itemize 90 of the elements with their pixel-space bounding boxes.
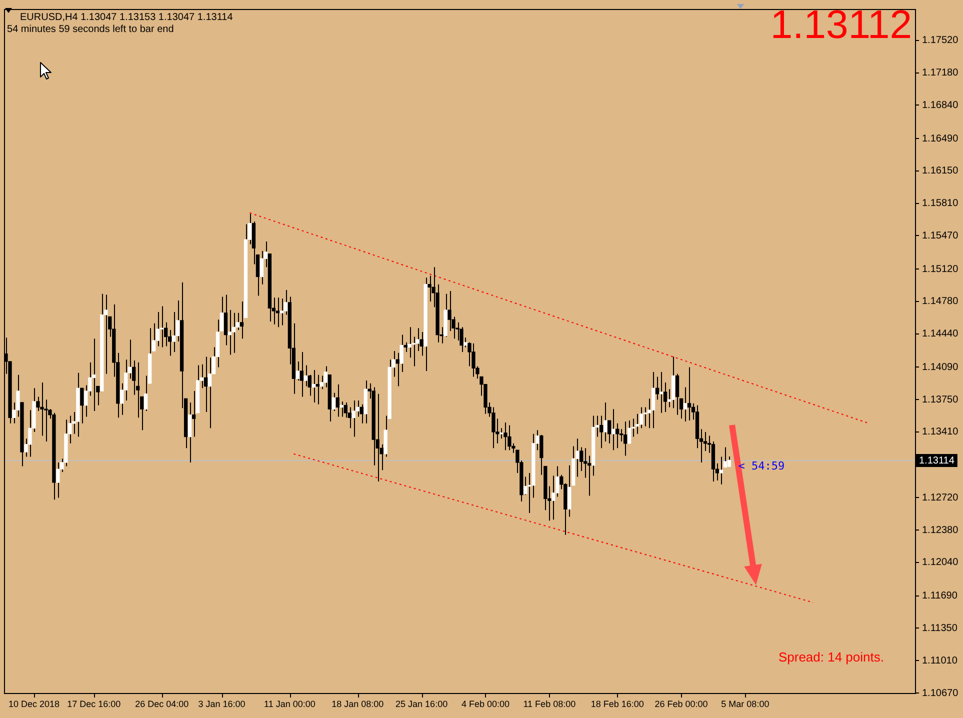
candlestick — [192, 390, 196, 438]
annotation: < 54:59 — [738, 459, 785, 472]
y-tick-label: 1.11350 — [922, 622, 958, 634]
candlestick — [172, 311, 176, 352]
y-tick-label: 1.15470 — [922, 230, 959, 242]
y-tick-label: 1.13750 — [922, 394, 959, 406]
y-tick-label: 1.12380 — [922, 524, 959, 536]
y-tick-label: 1.12720 — [922, 492, 959, 504]
candlestick — [719, 456, 724, 485]
candlestick — [675, 373, 680, 416]
candlestick — [80, 388, 84, 424]
x-tick-label: 10 Dec 2018 — [8, 698, 60, 709]
y-tick-label: 1.11690 — [922, 590, 958, 602]
candlestick — [504, 422, 508, 451]
candlestick — [683, 386, 688, 422]
candlestick — [280, 298, 284, 326]
y-tick-label: 1.15120 — [922, 264, 959, 275]
y-tick-label: 1.13410 — [922, 426, 959, 438]
x-tick-label: 18 Feb 16:00 — [590, 698, 644, 709]
candlestick — [348, 406, 352, 429]
candlestick — [623, 420, 628, 456]
x-tick-label: 5 Mar 08:00 — [721, 698, 770, 709]
candlestick — [655, 376, 660, 400]
candlestick — [508, 424, 512, 451]
candlestick — [312, 370, 316, 403]
candlestick — [352, 400, 356, 438]
candlestick — [304, 364, 308, 387]
candlestick — [204, 356, 208, 412]
candlestick — [276, 297, 280, 328]
candlestick — [428, 275, 432, 302]
candlestick — [600, 415, 604, 449]
candlestick — [336, 384, 340, 418]
candlestick — [500, 428, 504, 440]
annotation: 1.13112 — [770, 3, 912, 48]
y-tick-label: 1.14090 — [922, 362, 959, 373]
x-tick-label: 18 Jan 08:00 — [332, 698, 384, 709]
text: 54 minutes 59 seconds left to bar end — [7, 24, 174, 35]
candlestick — [687, 366, 692, 422]
candlestick — [340, 400, 344, 418]
x-tick-label: 26 Feb 00:00 — [654, 698, 708, 709]
candlestick — [651, 371, 656, 429]
candlestick — [472, 342, 476, 378]
candlestick — [40, 382, 44, 436]
x-tick-label: 11 Feb 08:00 — [523, 698, 576, 709]
candlestick — [635, 413, 640, 434]
x-tick-label: 25 Jan 16:00 — [396, 698, 448, 709]
y-tick-label: 1.14780 — [922, 296, 959, 308]
y-tick-label: 1.11010 — [922, 655, 958, 666]
candlestick — [404, 342, 408, 352]
x-tick-label: 11 Jan 00:00 — [264, 698, 316, 709]
candlestick — [152, 322, 156, 352]
y-tick-label: 1.17520 — [922, 35, 959, 46]
candlestick — [36, 396, 40, 412]
candlestick — [228, 310, 232, 356]
candlestick — [460, 326, 464, 352]
candlestick — [208, 357, 212, 429]
y-tick-label: 1.16490 — [922, 133, 959, 144]
y-tick-label: 1.15810 — [922, 198, 959, 210]
candlestick — [408, 326, 412, 358]
candlestick — [240, 300, 244, 340]
annotation: Spread: 14 points. — [778, 650, 884, 665]
candlestick — [300, 351, 304, 398]
y-tick-label: 1.16840 — [922, 100, 959, 111]
candlestick — [584, 448, 588, 478]
y-tick-label: 1.16150 — [922, 166, 959, 177]
candlestick — [344, 402, 348, 418]
candlestick — [360, 404, 364, 424]
candlestick — [136, 362, 140, 418]
y-tick-label: 1.17180 — [922, 68, 959, 79]
chart-title: EURUSD,H4 1.13047 1.13153 1.13047 1.13114 — [20, 12, 234, 23]
candlestick — [492, 406, 496, 449]
candlestick — [448, 290, 452, 332]
x-tick-label: 17 Dec 16:00 — [67, 698, 121, 709]
candlestick — [260, 250, 264, 285]
candlestick — [659, 371, 664, 414]
candlestick — [92, 338, 96, 412]
x-tick-label: 4 Feb 00:00 — [461, 698, 510, 709]
y-tick-label: 1.14440 — [922, 328, 959, 340]
x-tick-label: 3 Jan 16:00 — [198, 698, 246, 709]
candlestick — [224, 294, 228, 346]
candlestick — [316, 374, 320, 405]
x-tick-label: 26 Dec 04:00 — [135, 698, 189, 709]
candlestick — [552, 475, 556, 520]
ref-line-label: 1.13114 — [919, 455, 955, 466]
candlestick — [396, 352, 400, 387]
candlestick — [420, 331, 424, 356]
candlestick — [232, 312, 236, 354]
y-tick-label: 1.12040 — [922, 557, 959, 568]
candlestick — [188, 402, 192, 463]
y-tick-label: 1.10670 — [922, 688, 959, 699]
